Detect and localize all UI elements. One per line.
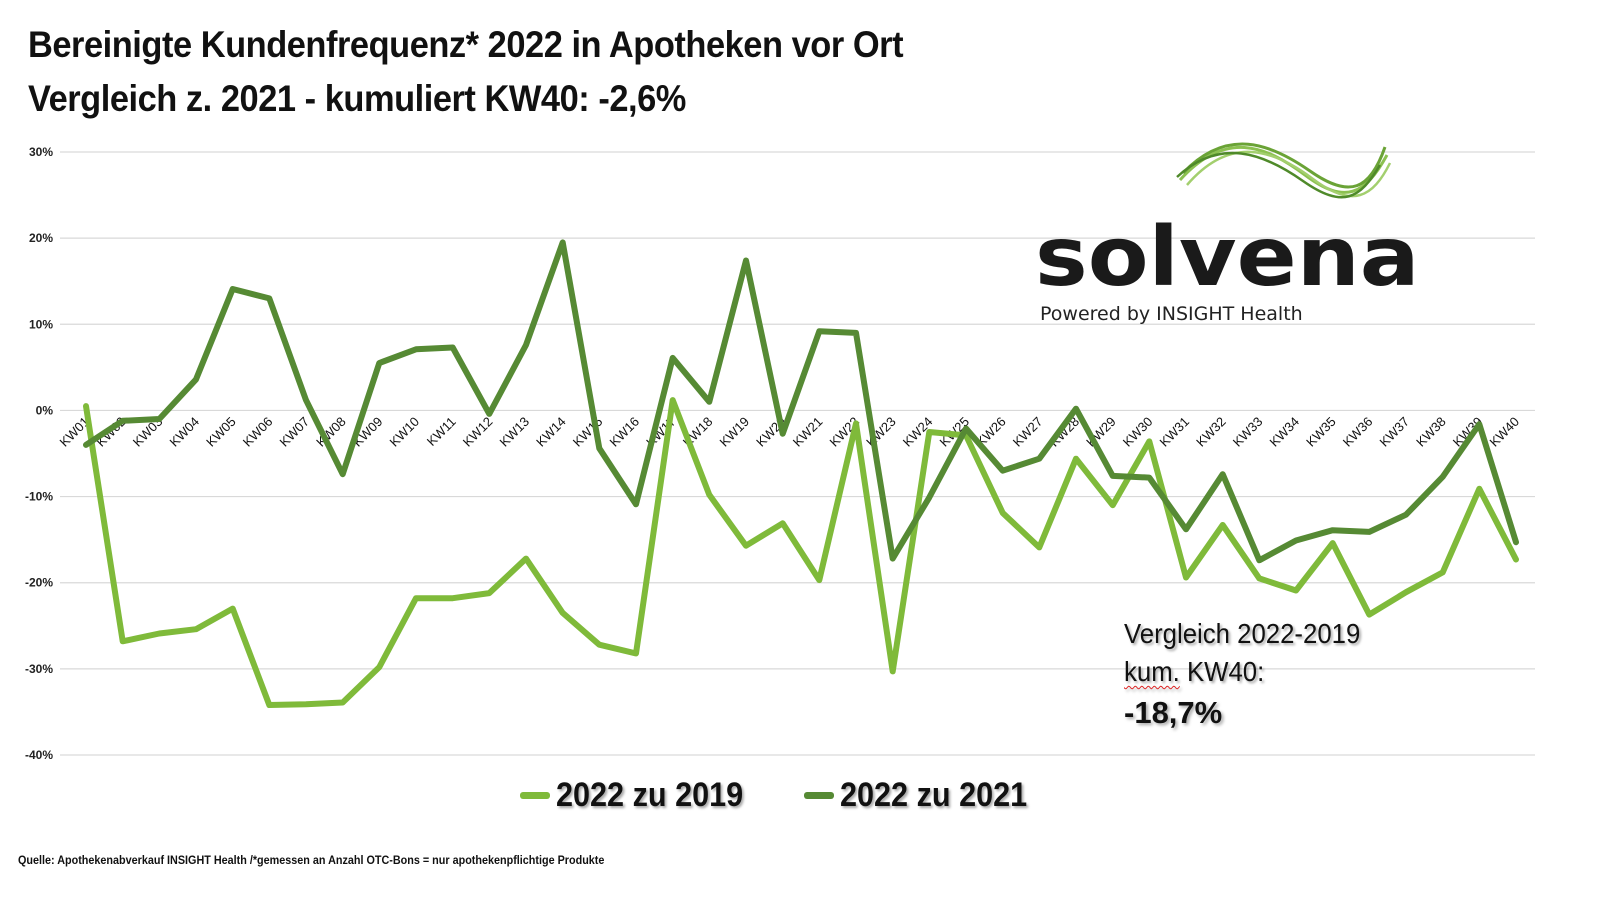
x-tick-label: KW34 <box>1266 414 1302 450</box>
source-footnote: Quelle: Apothekenabverkauf INSIGHT Healt… <box>18 853 605 867</box>
x-tick-label: KW21 <box>790 414 826 450</box>
x-tick-label: KW14 <box>533 414 569 450</box>
annotation-line-2-rest: KW40: <box>1179 656 1265 687</box>
x-tick-label: KW36 <box>1340 414 1376 450</box>
annotation-value: -18,7% <box>1124 695 1223 730</box>
x-tick-label: KW05 <box>203 414 239 450</box>
y-tick-label: -10% <box>25 490 53 504</box>
y-tick-label: 10% <box>29 317 53 331</box>
y-tick-label: -30% <box>25 662 53 676</box>
annotation-line-2: kum. KW40: <box>1124 653 1360 691</box>
x-tick-label: KW13 <box>496 414 532 450</box>
wave-lines-icon <box>1176 142 1392 199</box>
x-tick-label: KW19 <box>716 414 752 450</box>
logo-wordmark: solvena <box>1035 210 1420 305</box>
x-tick-label: KW27 <box>1010 414 1046 450</box>
x-tick-label: KW06 <box>240 414 276 450</box>
x-tick-label: KW32 <box>1193 414 1229 450</box>
x-tick-label: KW11 <box>424 414 459 449</box>
cumulative-annotation: Vergleich 2022-2019 kum. KW40: -18,7% <box>1124 615 1381 735</box>
series-line-2022-vs-2021 <box>83 239 1519 564</box>
x-tick-label: KW04 <box>166 414 202 450</box>
annotation-spellcheck-word: kum. <box>1124 656 1180 687</box>
chart-title: Bereinigte Kundenfrequenz* 2022 in Apoth… <box>28 18 904 126</box>
x-tick-label: KW33 <box>1230 414 1266 450</box>
y-axis-tick-labels: 30% 20% 10% 0% -10% -20% -30% -40% <box>25 145 53 762</box>
x-tick-label: KW31 <box>1156 414 1192 450</box>
annotation-line-1: Vergleich 2022-2019 <box>1124 618 1361 649</box>
y-tick-label: 0% <box>36 403 54 417</box>
legend-item-2019: 2022 zu 2019 <box>520 776 764 815</box>
legend-item-2021: 2022 zu 2021 <box>803 776 1048 815</box>
title-line-1: Bereinigte Kundenfrequenz* 2022 in Apoth… <box>28 24 904 65</box>
x-tick-label: KW35 <box>1303 414 1339 450</box>
series-line-2022-vs-2019 <box>83 397 1519 708</box>
solvena-logo: solvena Powered by INSIGHT Health <box>1035 135 1420 335</box>
x-tick-label: KW40 <box>1486 414 1522 450</box>
x-tick-label: KW37 <box>1376 414 1412 450</box>
x-tick-label: KW07 <box>276 414 312 450</box>
x-tick-label: KW38 <box>1413 414 1449 450</box>
y-tick-label: 30% <box>29 145 53 159</box>
title-line-2: Vergleich z. 2021 - kumuliert KW40: -2,6… <box>28 78 686 119</box>
legend-swatch-2019 <box>520 792 550 799</box>
y-tick-label: 20% <box>29 231 53 245</box>
x-tick-label: KW12 <box>460 414 496 450</box>
legend-label-2021: 2022 zu 2021 <box>839 776 1028 814</box>
legend-swatch-2021 <box>803 792 834 799</box>
y-tick-label: -40% <box>25 748 53 762</box>
x-tick-label: KW16 <box>606 414 642 450</box>
gridlines <box>60 151 1535 756</box>
x-tick-label: KW10 <box>386 414 422 450</box>
legend-label-2019: 2022 zu 2019 <box>556 776 744 814</box>
y-tick-label: -20% <box>25 576 53 590</box>
series-lines <box>83 239 1519 708</box>
logo-tagline: Powered by INSIGHT Health <box>1040 303 1303 325</box>
chart-legend: 2022 zu 2019 2022 zu 2021 <box>520 776 1048 815</box>
